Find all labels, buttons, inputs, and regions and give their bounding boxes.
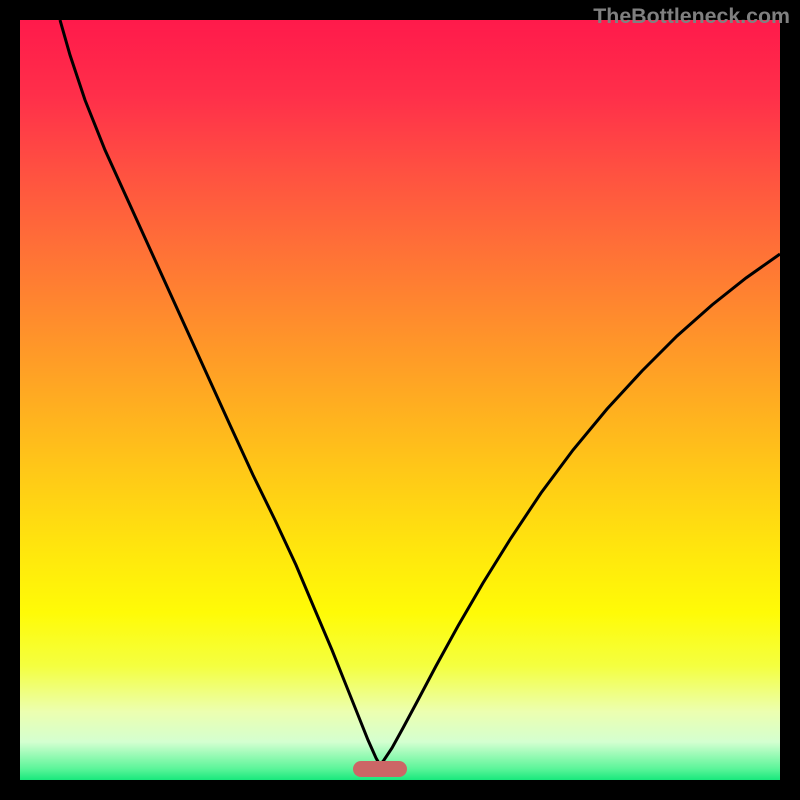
plot-background bbox=[20, 20, 780, 780]
bottleneck-chart: TheBottleneck.com bbox=[0, 0, 800, 800]
optimal-marker bbox=[353, 761, 407, 777]
chart-svg bbox=[0, 0, 800, 800]
